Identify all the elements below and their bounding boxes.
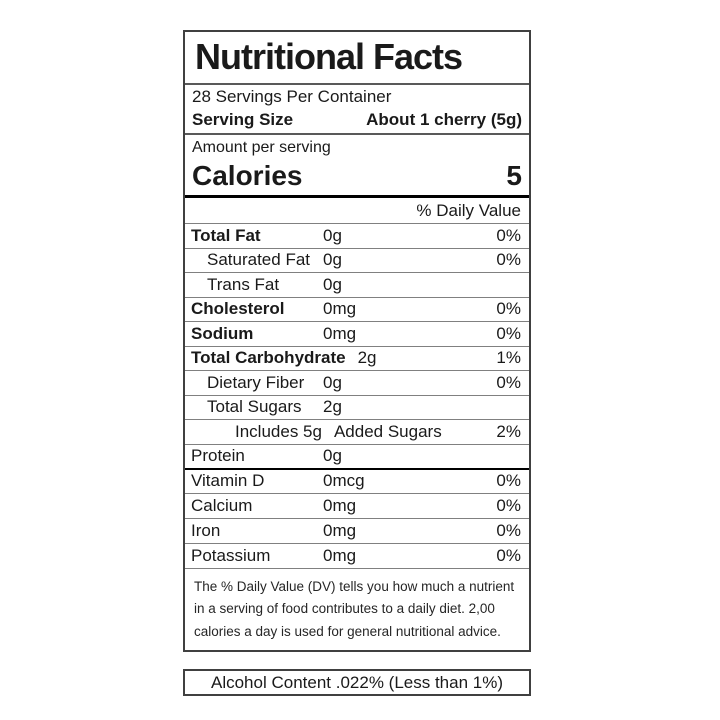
nutrient-amount: 0mg (323, 323, 357, 343)
nutrient-dv: 0% (496, 496, 521, 516)
nutrient-label: Sodium (191, 323, 254, 343)
serving-size-row: Serving Size About 1 cherry (5g) (192, 108, 522, 131)
nutrition-facts-label: Nutritional Facts 28 Servings Per Contai… (183, 30, 531, 652)
servings-per-container: 28 Servings Per Container (192, 87, 392, 107)
nutrient-label: Iron (191, 520, 221, 540)
nutrient-row: Potassium 0mg 0% (185, 544, 529, 569)
nutrient-row: Calcium 0mg 0% (185, 494, 529, 519)
alcohol-content-box: Alcohol Content .022% (Less than 1%) (183, 669, 531, 696)
nutrient-row: Vitamin D 0mcg 0% (185, 470, 529, 495)
calories-section: Amount per serving Calories 5 (185, 135, 529, 198)
servings-section: 28 Servings Per Container Serving Size A… (185, 85, 529, 135)
serving-size-label: Serving Size (192, 110, 294, 130)
nutrient-dv: 2% (496, 421, 521, 441)
nutrient-dv: 0% (496, 520, 521, 540)
nutrient-row: Cholesterol 0mg 0% (185, 298, 529, 322)
nutrient-amount: 0mg (323, 520, 357, 540)
nutrient-amount: 0g (323, 274, 342, 294)
nutrient-row: Protein 0g (185, 445, 529, 470)
alcohol-content-text: Alcohol Content .022% (Less than 1%) (210, 672, 503, 692)
nutrient-dv: 0% (496, 250, 521, 270)
calories-label: Calories (192, 159, 303, 191)
serving-size-value: About 1 cherry (5g) (366, 110, 522, 130)
nutrient-row: Trans Fat 0g (185, 273, 529, 298)
calories-value: 5 (506, 159, 522, 191)
nutrient-row: Iron 0mg 0% (185, 519, 529, 544)
nutrient-amount: Added Sugars (333, 421, 442, 441)
nutrient-amount: 0mcg (323, 471, 365, 491)
nutrient-amount: 2g (357, 348, 377, 368)
nutrient-dv: 0% (496, 471, 521, 491)
nutrient-row: Sodium 0mg 0% (185, 322, 529, 347)
vitamins-table: Vitamin D 0mcg 0% Calcium 0mg 0% Iron 0m… (185, 470, 529, 569)
nutrient-amount: 0mg (323, 545, 357, 565)
title-section: Nutritional Facts (185, 32, 529, 85)
nutrient-label: Dietary Fiber (207, 372, 305, 392)
nutrient-label: Total Fat (191, 225, 261, 245)
nutrient-label: Total Carbohydrate (191, 348, 346, 368)
amount-per-serving-label: Amount per serving (192, 138, 331, 156)
nutrient-dv: 1% (496, 348, 521, 368)
nutrient-row: Includes 5g Added Sugars 2% (185, 420, 529, 445)
nutrient-label: Trans Fat (207, 274, 280, 294)
nutrient-row: Dietary Fiber 0g 0% (185, 371, 529, 396)
nutrient-row: Total Sugars 2g (185, 396, 529, 420)
nutrient-dv: 0% (496, 299, 521, 319)
nutrient-dv: 0% (496, 323, 521, 343)
nutrition-facts-title: Nutritional Facts (195, 36, 463, 78)
daily-value-footnote: The % Daily Value (DV) tells you how muc… (194, 578, 515, 639)
daily-value-header: % Daily Value (185, 198, 529, 224)
nutrient-row: Total Fat 0g 0% (185, 224, 529, 249)
nutrient-dv: 0% (496, 225, 521, 245)
calories-row: Calories 5 (192, 158, 522, 194)
nutrient-dv: 0% (496, 372, 521, 392)
nutrient-label: Saturated Fat (207, 250, 311, 270)
nutrient-amount: 0g (323, 372, 342, 392)
nutrient-label: Includes 5g (235, 421, 322, 441)
nutrient-dv: 0% (496, 545, 521, 565)
nutrient-amount: 0mg (323, 299, 357, 319)
nutrient-label: Total Sugars (207, 397, 302, 417)
nutrient-amount: 0mg (323, 496, 357, 516)
nutrient-label: Vitamin D (191, 471, 265, 491)
nutrient-label: Potassium (191, 545, 271, 565)
nutrient-label: Calcium (191, 496, 253, 516)
nutrient-row: Total Carbohydrate 2g 1% (185, 347, 529, 371)
nutrient-amount: 0g (323, 225, 342, 245)
nutrient-row: Saturated Fat 0g 0% (185, 249, 529, 273)
nutrient-amount: 2g (323, 397, 342, 417)
nutrient-label: Protein (191, 446, 245, 465)
nutrients-table: Total Fat 0g 0% Saturated Fat 0g 0% Tran… (185, 224, 529, 470)
nutrient-amount: 0g (323, 250, 342, 270)
nutrient-label: Cholesterol (191, 299, 285, 319)
nutrient-amount: 0g (323, 446, 342, 465)
